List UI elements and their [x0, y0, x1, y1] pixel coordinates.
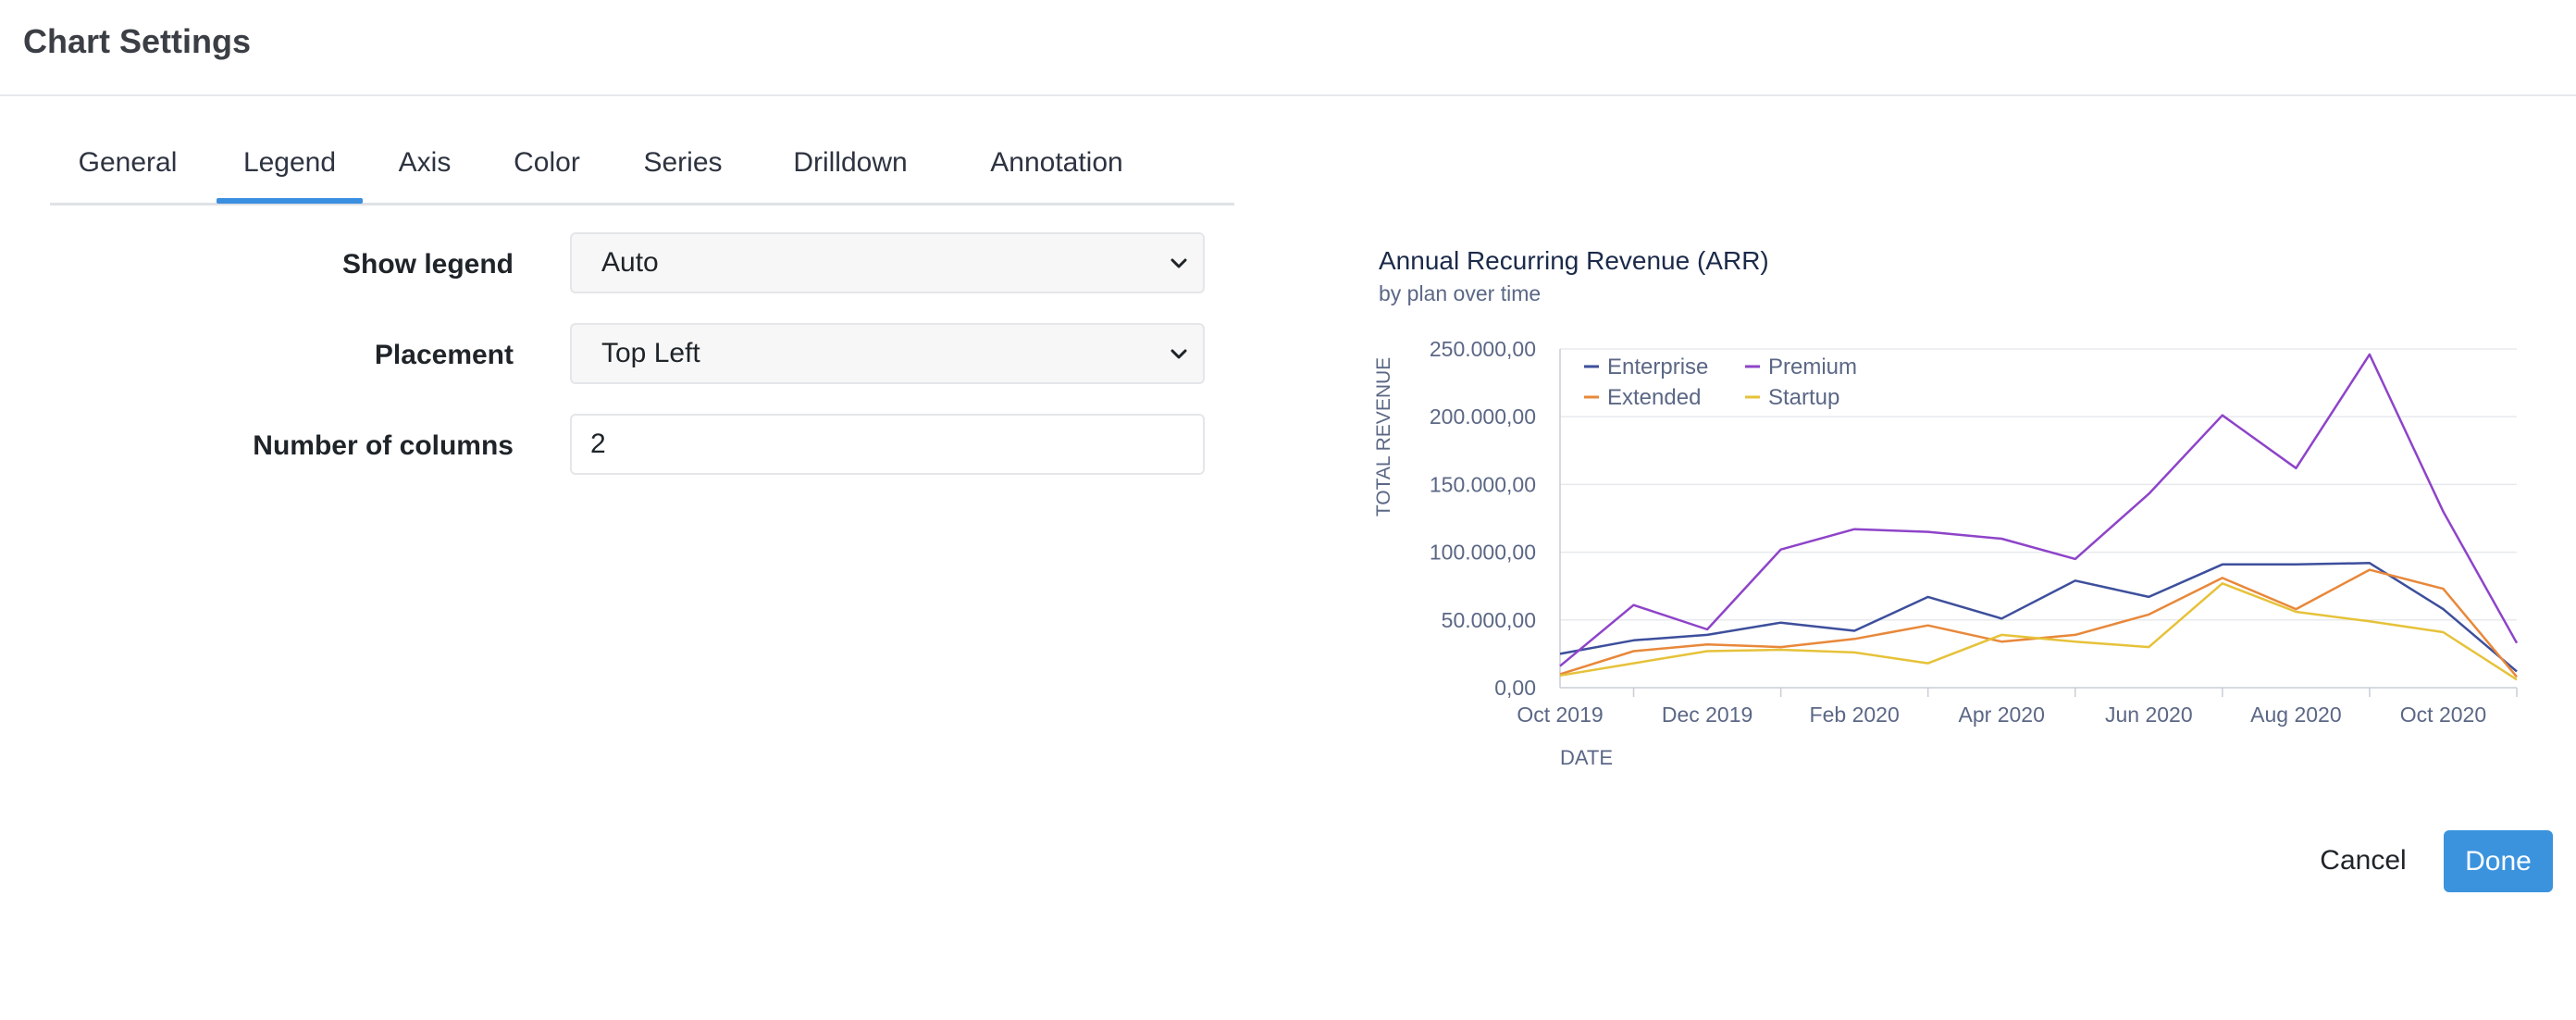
y-tick-label: 150.000,00 — [1430, 472, 1536, 496]
x-tick-label: Aug 2020 — [2250, 703, 2341, 727]
y-tick-label: 50.000,00 — [1442, 608, 1536, 632]
legend-item-label: Enterprise — [1607, 355, 1708, 379]
placement-label: Placement — [374, 340, 514, 370]
tab-general[interactable]: General — [78, 147, 178, 178]
columns-label: Number of columns — [253, 430, 514, 461]
y-tick-label: 250.000,00 — [1430, 337, 1536, 361]
y-tick-label: 0,00 — [1494, 676, 1536, 700]
legend-item-label: Extended — [1607, 385, 1701, 410]
tab-series[interactable]: Series — [643, 147, 723, 178]
y-tick-label: 100.000,00 — [1430, 541, 1536, 565]
x-tick-label: Apr 2020 — [1959, 703, 2045, 727]
y-axis-label: TOTAL REVENUE — [1373, 357, 1394, 516]
active-tab-indicator — [217, 198, 363, 204]
cancel-button[interactable]: Cancel — [2320, 845, 2407, 876]
x-tick-label: Jun 2020 — [2105, 703, 2193, 727]
series-line-extended — [1559, 568, 2518, 678]
legend-item-label: Premium — [1768, 355, 1857, 379]
tab-axis[interactable]: Axis — [398, 147, 452, 178]
chart-preview: 0,00 50.000,00 100.000,00 150.000,00 200.000… — [1373, 337, 2519, 769]
columns-input[interactable]: 2 — [570, 414, 1205, 475]
series-line-premium — [1559, 353, 2519, 667]
legend-item-label: Startup — [1768, 385, 1839, 410]
tab-annotation[interactable]: Annotation — [990, 147, 1123, 178]
show-legend-select[interactable]: Auto — [570, 232, 1205, 293]
x-tick-label: Feb 2020 — [1810, 703, 1900, 727]
tab-legend[interactable]: Legend — [242, 147, 337, 178]
y-tick-label: 200.000,00 — [1430, 404, 1536, 429]
chart-title: Annual Recurring Revenue (ARR) — [1379, 246, 1769, 275]
show-legend-value: Auto — [601, 247, 659, 278]
x-tick-label: Oct 2019 — [1517, 703, 1603, 727]
placement-row: Placement Top Left — [0, 323, 1221, 388]
x-axis-label: DATE — [1560, 746, 1613, 769]
series-line-enterprise — [1559, 562, 2518, 673]
columns-value: 2 — [590, 429, 606, 459]
show-legend-row: Show legend Auto — [0, 232, 1221, 297]
chevron-down-icon — [1170, 349, 1187, 359]
tab-color[interactable]: Color — [514, 147, 580, 178]
columns-row: Number of columns 2 — [0, 414, 1221, 479]
done-button[interactable]: Done — [2444, 830, 2553, 892]
placement-value: Top Left — [601, 338, 700, 368]
x-tick-label: Dec 2019 — [1662, 703, 1752, 727]
modal-title: Chart Settings — [23, 22, 252, 60]
modal-header: Chart Settings — [0, 0, 2576, 96]
chevron-down-icon — [1170, 258, 1187, 268]
settings-tabs: General Legend Axis Color Series Drilldo… — [50, 131, 1234, 205]
tab-drilldown[interactable]: Drilldown — [793, 147, 908, 178]
placement-select[interactable]: Top Left — [570, 323, 1205, 384]
x-tick-label: Oct 2020 — [2400, 703, 2486, 727]
chart-subtitle: by plan over time — [1379, 281, 1542, 305]
show-legend-label: Show legend — [341, 249, 514, 280]
series-line-startup — [1559, 582, 2518, 681]
